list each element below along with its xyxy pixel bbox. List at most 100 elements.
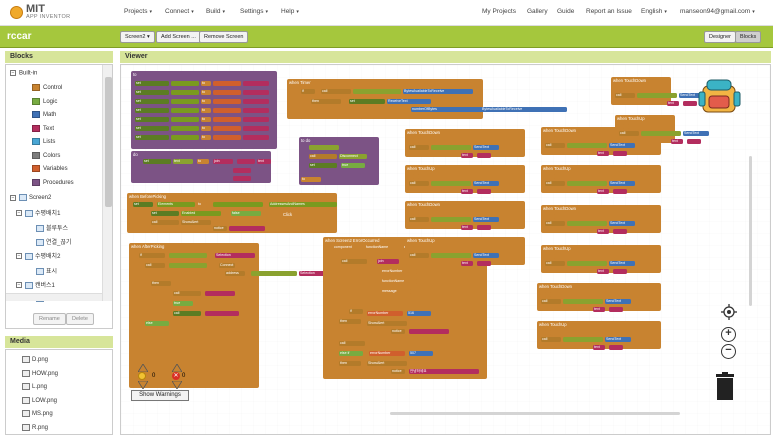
- logic-block[interactable]: true: [173, 301, 193, 306]
- to-field[interactable]: to: [201, 126, 211, 131]
- media-file[interactable]: LOW.png: [22, 396, 57, 404]
- method-field[interactable]: SendText: [473, 253, 499, 258]
- set-property-block[interactable]: set: [151, 211, 179, 216]
- method-field[interactable]: SendText: [609, 261, 635, 266]
- text-block[interactable]: [233, 176, 251, 181]
- event-block[interactable]: when TouchUp: [541, 245, 661, 273]
- event-block[interactable]: when TouchDown: [405, 129, 525, 157]
- media-file[interactable]: L.png: [22, 383, 47, 390]
- text-block[interactable]: [609, 307, 623, 312]
- call-block[interactable]: call: [409, 253, 429, 258]
- category-procedures[interactable]: Procedures: [32, 178, 74, 186]
- component-tree-item[interactable]: 블루투스: [36, 223, 68, 232]
- media-file[interactable]: D.png: [22, 356, 48, 363]
- text-field[interactable]: text: [461, 261, 473, 266]
- method-field[interactable]: SendText: [473, 181, 499, 186]
- text-block[interactable]: [243, 135, 269, 140]
- menu-settings[interactable]: Settings ▾: [240, 8, 269, 15]
- handle-field[interactable]: [549, 254, 555, 259]
- menu-connect[interactable]: Connect ▾: [165, 8, 194, 15]
- set-property-block[interactable]: set: [135, 90, 169, 95]
- event-block[interactable]: when TouchUp: [541, 165, 661, 193]
- join-block[interactable]: join: [377, 259, 399, 264]
- backpack-icon[interactable]: [697, 78, 742, 116]
- call-block[interactable]: call: [541, 337, 561, 342]
- value-block[interactable]: errorNumber: [367, 311, 403, 316]
- handle-field[interactable]: [545, 330, 551, 335]
- zoom-in-icon[interactable]: +: [721, 327, 736, 342]
- event-block[interactable]: when TouchUp: [405, 165, 525, 193]
- event-block[interactable]: when TouchDown: [541, 205, 661, 233]
- handle-field[interactable]: [413, 246, 419, 251]
- method-field[interactable]: ReceiveText: [387, 99, 431, 104]
- value-block[interactable]: [213, 81, 241, 86]
- component-field[interactable]: [567, 143, 607, 148]
- property-field[interactable]: [171, 108, 199, 113]
- text-field[interactable]: text: [593, 345, 605, 350]
- method-field[interactable]: Disconnect: [339, 154, 367, 159]
- property-field[interactable]: [171, 117, 199, 122]
- set-property-block[interactable]: set: [143, 159, 171, 164]
- text-block[interactable]: [613, 151, 627, 156]
- my-projects-link[interactable]: My Projects: [482, 8, 516, 15]
- text-block[interactable]: [243, 108, 269, 113]
- text-block[interactable]: [683, 101, 697, 106]
- category-text[interactable]: Text: [32, 124, 54, 132]
- selection-field[interactable]: Selection: [215, 253, 255, 258]
- then-label[interactable]: then: [151, 281, 171, 286]
- method-field[interactable]: SendText: [683, 131, 709, 136]
- then-label[interactable]: then: [339, 361, 361, 366]
- collapse-icon[interactable]: −: [16, 282, 22, 289]
- handle-field[interactable]: [549, 174, 555, 179]
- logic-block[interactable]: false: [231, 211, 261, 216]
- call-block[interactable]: call: [309, 154, 337, 159]
- call-block[interactable]: call: [545, 221, 565, 226]
- property-field[interactable]: [171, 99, 199, 104]
- number-block[interactable]: 507: [409, 351, 433, 356]
- builtin-tree-node[interactable]: − Built-in: [10, 70, 38, 77]
- component-field[interactable]: [641, 131, 681, 136]
- to-field[interactable]: to: [201, 135, 211, 140]
- value-block[interactable]: [213, 90, 241, 95]
- event-block[interactable]: when TouchUp: [615, 115, 675, 143]
- text-block[interactable]: [613, 229, 627, 234]
- language-menu[interactable]: English ▾: [641, 8, 667, 15]
- component-field[interactable]: [431, 217, 471, 222]
- menu-projects[interactable]: Projects ▾: [124, 8, 152, 15]
- text-block[interactable]: [243, 99, 269, 104]
- method-field[interactable]: SendText: [679, 93, 705, 98]
- to-field[interactable]: to: [201, 117, 211, 122]
- method-field[interactable]: SendText: [605, 299, 631, 304]
- blocks-panel-scrollbar[interactable]: [102, 65, 112, 301]
- component-tree-item[interactable]: 연결_끊기: [36, 237, 71, 246]
- param-field[interactable]: errorNumber: [381, 269, 417, 274]
- value-block[interactable]: [213, 126, 241, 131]
- property-field[interactable]: [171, 81, 199, 86]
- method-field[interactable]: SendText: [605, 337, 631, 342]
- method-field[interactable]: ShowAlert: [181, 220, 211, 225]
- component-field[interactable]: [169, 253, 207, 258]
- delete-button[interactable]: Delete: [66, 313, 94, 325]
- number-block[interactable]: 516: [407, 311, 431, 316]
- to-field[interactable]: to: [201, 108, 211, 113]
- text-block[interactable]: [243, 90, 269, 95]
- set-property-block[interactable]: set: [349, 99, 385, 104]
- component-field[interactable]: [567, 261, 607, 266]
- handle-field[interactable]: [619, 86, 625, 91]
- component-field[interactable]: [563, 299, 603, 304]
- event-block[interactable]: when TouchUp: [405, 237, 525, 265]
- method-field[interactable]: SendText: [473, 217, 499, 222]
- zoom-out-icon[interactable]: −: [721, 344, 736, 359]
- text-block[interactable]: [243, 81, 269, 86]
- blocks-panel-hscrollbar[interactable]: [6, 293, 102, 301]
- call-block[interactable]: call: [541, 299, 561, 304]
- component-field[interactable]: [213, 202, 263, 207]
- component-tree-item[interactable]: − 수평배치2: [16, 252, 61, 260]
- handle-field[interactable]: [549, 214, 555, 219]
- if-block[interactable]: if: [349, 309, 363, 314]
- if-block[interactable]: if: [301, 89, 315, 94]
- text-block[interactable]: [687, 139, 701, 144]
- call-block[interactable]: call: [409, 181, 429, 186]
- value-block[interactable]: [213, 135, 241, 140]
- designer-button[interactable]: Designer: [704, 31, 737, 43]
